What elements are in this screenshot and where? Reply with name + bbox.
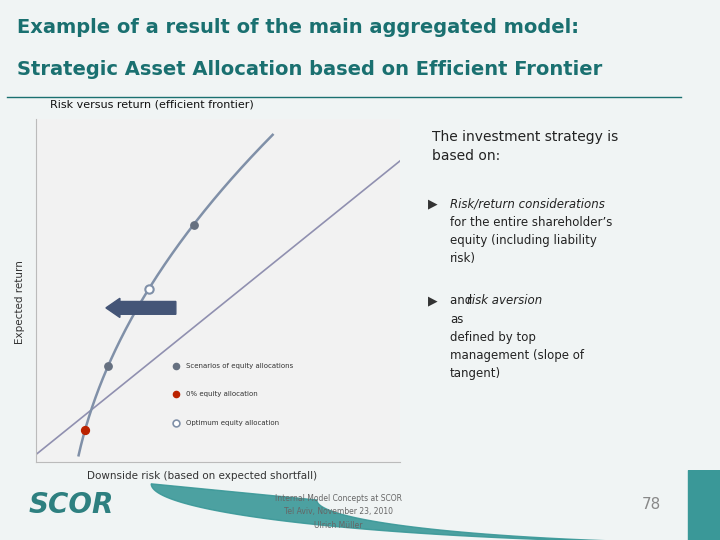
Text: Example of a result of the main aggregated model:: Example of a result of the main aggregat… <box>17 18 579 37</box>
Text: 78: 78 <box>642 497 661 512</box>
Polygon shape <box>151 484 720 540</box>
Text: Internal Model Concepts at SCOR
Tel Aviv, November 23, 2010
Ulrich Müller: Internal Model Concepts at SCOR Tel Aviv… <box>275 494 402 530</box>
Point <box>79 426 91 434</box>
Text: Risk versus return (efficient frontier): Risk versus return (efficient frontier) <box>50 99 254 109</box>
Point <box>143 285 155 293</box>
Point <box>170 419 181 428</box>
Text: Optimum equity allocation: Optimum equity allocation <box>186 420 279 426</box>
Text: SCOR: SCOR <box>29 491 114 519</box>
Point <box>170 390 181 399</box>
Point <box>102 361 114 370</box>
Text: Risk/return considerations: Risk/return considerations <box>450 197 605 210</box>
Text: Downside risk (based on expected shortfall): Downside risk (based on expected shortfa… <box>86 471 317 481</box>
Text: Scenarios of equity allocations: Scenarios of equity allocations <box>186 362 294 369</box>
Text: ▶: ▶ <box>428 197 438 210</box>
Polygon shape <box>688 470 720 540</box>
Text: as
defined by top
management (slope of
tangent): as defined by top management (slope of t… <box>450 313 584 380</box>
Point <box>188 220 199 229</box>
Text: and: and <box>450 294 476 307</box>
Text: The investment strategy is
based on:: The investment strategy is based on: <box>432 130 618 163</box>
Point <box>143 285 155 293</box>
FancyArrow shape <box>106 298 176 318</box>
Point <box>170 361 181 370</box>
Text: risk aversion: risk aversion <box>467 294 542 307</box>
Text: for the entire shareholder’s
equity (including liability
risk): for the entire shareholder’s equity (inc… <box>450 216 613 265</box>
Text: 0% equity allocation: 0% equity allocation <box>186 392 258 397</box>
Text: Strategic Asset Allocation based on Efficient Frontier: Strategic Asset Allocation based on Effi… <box>17 60 603 79</box>
Text: ▶: ▶ <box>428 294 438 307</box>
Text: Expected return: Expected return <box>15 260 25 345</box>
